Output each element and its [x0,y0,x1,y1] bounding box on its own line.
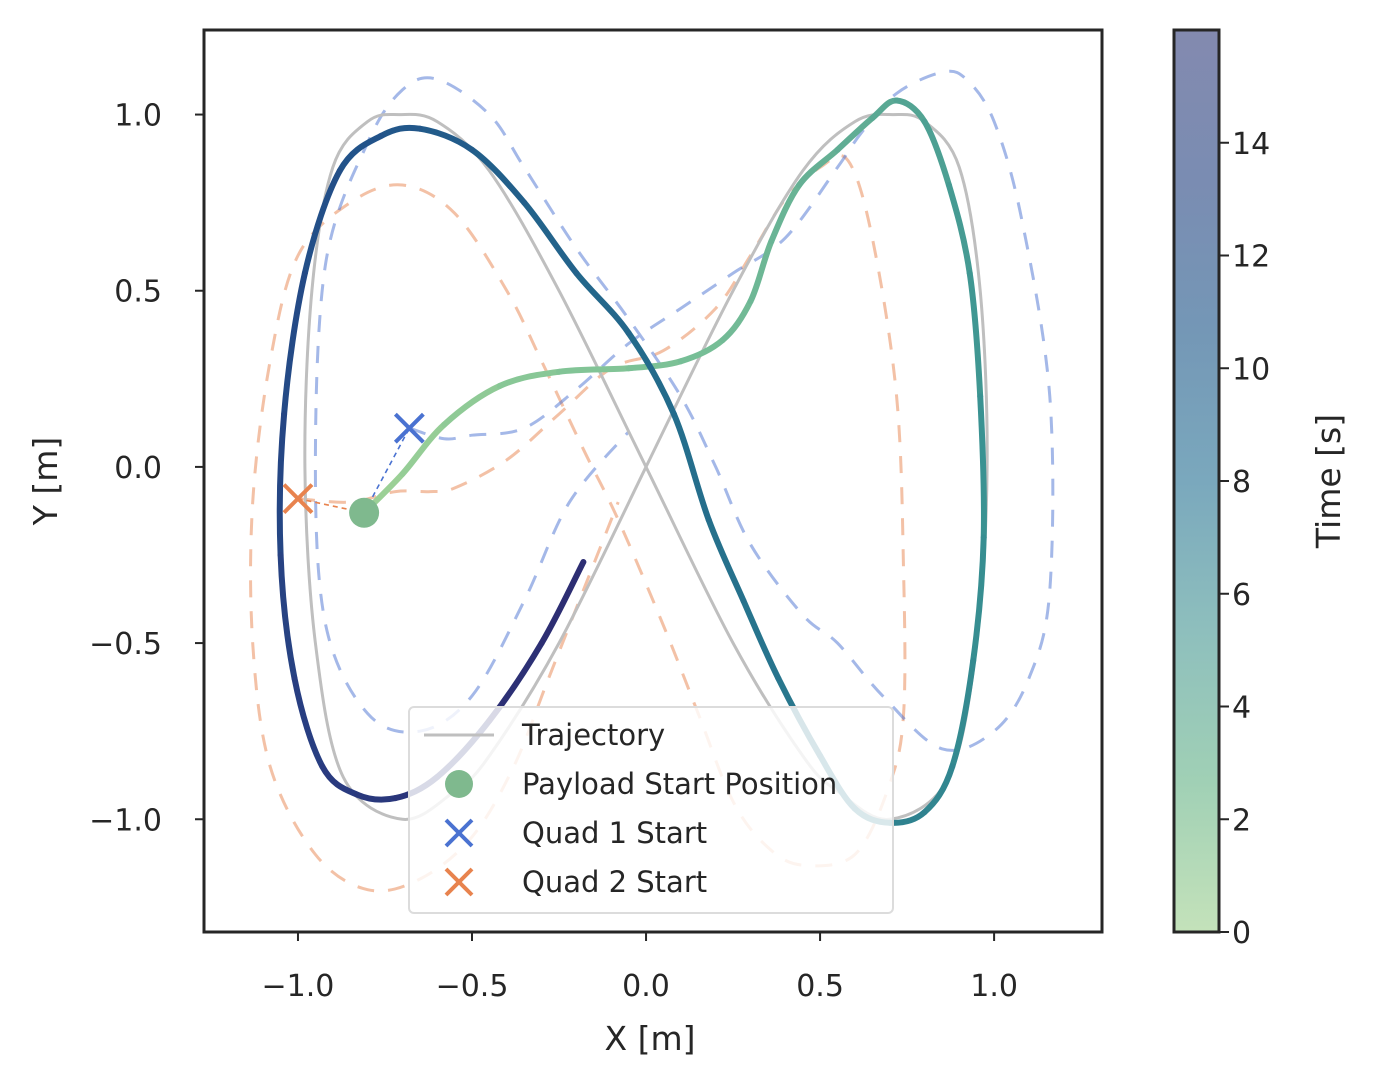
legend-payload-swatch [445,770,473,798]
y-tick-label: 1.0 [114,99,162,134]
payload-path-segment [416,125,475,153]
payload-path-segment [977,393,987,541]
legend: Trajectory Payload Start Position Quad 1… [408,706,894,914]
quad1-start-marker-stroke-b [393,412,425,444]
colorbar: 0 2 4 6 8 10 12 14 Time [s] [1172,28,1348,951]
payload-path-segment [556,365,632,375]
payload-path-segment [921,118,952,188]
colorbar-ticks: 0 2 4 6 8 10 12 14 [1219,127,1270,951]
legend-quad1-label: Quad 1 Start [522,816,707,850]
quad1-path [313,69,1055,752]
plot-frame [202,28,1104,934]
payload-path-segment [677,337,726,365]
colorbar-tick-label: 6 [1232,578,1251,613]
payload-path-segment [538,559,587,647]
payload-path-segment [336,132,385,174]
payload-path-segment [625,358,684,372]
payload-path-segment [399,421,448,477]
legend-quad2-label: Quad 2 Start [522,865,707,899]
x-tick-label: 0.0 [622,969,670,1004]
payload-path-segment [949,657,977,770]
payload-path-segment [719,298,754,344]
y-tick-label: 0.0 [114,451,162,486]
payload-path-segment [276,411,288,558]
payload-path-segment [893,97,928,125]
reference-trajectory [303,112,989,821]
payload-path-segment [496,368,562,389]
y-axis-label: Y [m] [26,437,65,527]
payload-path-segment [291,675,326,770]
quad1-cable [363,427,411,514]
quad1-path-line [313,69,1055,752]
legend-trajectory-label: Trajectory [521,718,665,752]
colorbar-label: Time [s] [1309,414,1348,549]
colorbar-tick-label: 12 [1232,240,1270,275]
payload-path-segment [768,182,803,245]
payload-path-segment [319,763,361,798]
payload-path-segment [277,552,298,682]
x-tick-label: −1.0 [262,969,335,1004]
payload-start-marker [349,497,380,528]
legend-payload-label: Payload Start Position [522,767,837,801]
x-tick-label: 1.0 [970,969,1018,1004]
colorbar-gradient [1174,30,1219,932]
legend-quad1-swatch [444,818,474,848]
quad2-start-marker [282,483,314,515]
colorbar-tick-label: 2 [1232,803,1251,838]
payload-path-segment [354,791,399,803]
reference-trajectory-line [303,112,989,821]
payload-path-segment [796,146,841,188]
payload-path-segment [521,199,580,277]
payload-path-segment [740,597,782,682]
y-tick-label: 0.5 [114,275,162,310]
legend-box [408,706,894,914]
payload-path-segment [834,115,876,153]
payload-path-segment [670,411,712,523]
payload-path-segment [747,238,775,305]
quad1-start-marker [393,412,425,444]
payload-path-segment [441,382,503,428]
x-tick-label: −0.5 [436,969,509,1004]
payload-path-segment [573,270,632,336]
colorbar-tick-label: 8 [1232,465,1251,500]
colorbar-tick-label: 0 [1232,916,1251,951]
quad2-start-marker-stroke-b [282,483,314,515]
colorbar-tick-label: 14 [1232,127,1270,162]
payload-path-segment [281,270,308,418]
start-markers [282,412,425,528]
quad2-path [249,154,907,893]
payload-path-segment [378,124,423,139]
payload-path-segment [970,534,987,664]
y-tick-label: −0.5 [89,627,162,662]
x-axis-ticks: −1.0 −0.5 0.0 0.5 1.0 [262,932,1018,1004]
payload-path-segment [625,330,677,418]
y-tick-label: −1.0 [89,803,162,838]
colorbar-tick-label: 4 [1232,691,1251,726]
y-axis-ticks: −1.0 −0.5 0.0 0.5 1.0 [89,99,204,838]
payload-path-segment [966,270,984,400]
payload-path-segment [469,146,528,206]
payload-path-segment [301,167,343,277]
x-axis-label: X [m] [605,1019,696,1058]
payload-path-segment [945,182,973,277]
payload-path-segment [921,763,956,816]
colorbar-tick-label: 10 [1232,352,1270,387]
x-tick-label: 0.5 [796,969,844,1004]
legend-quad2-swatch [444,867,474,897]
payload-path-segment [705,516,747,604]
quad2-path-line [249,154,907,893]
